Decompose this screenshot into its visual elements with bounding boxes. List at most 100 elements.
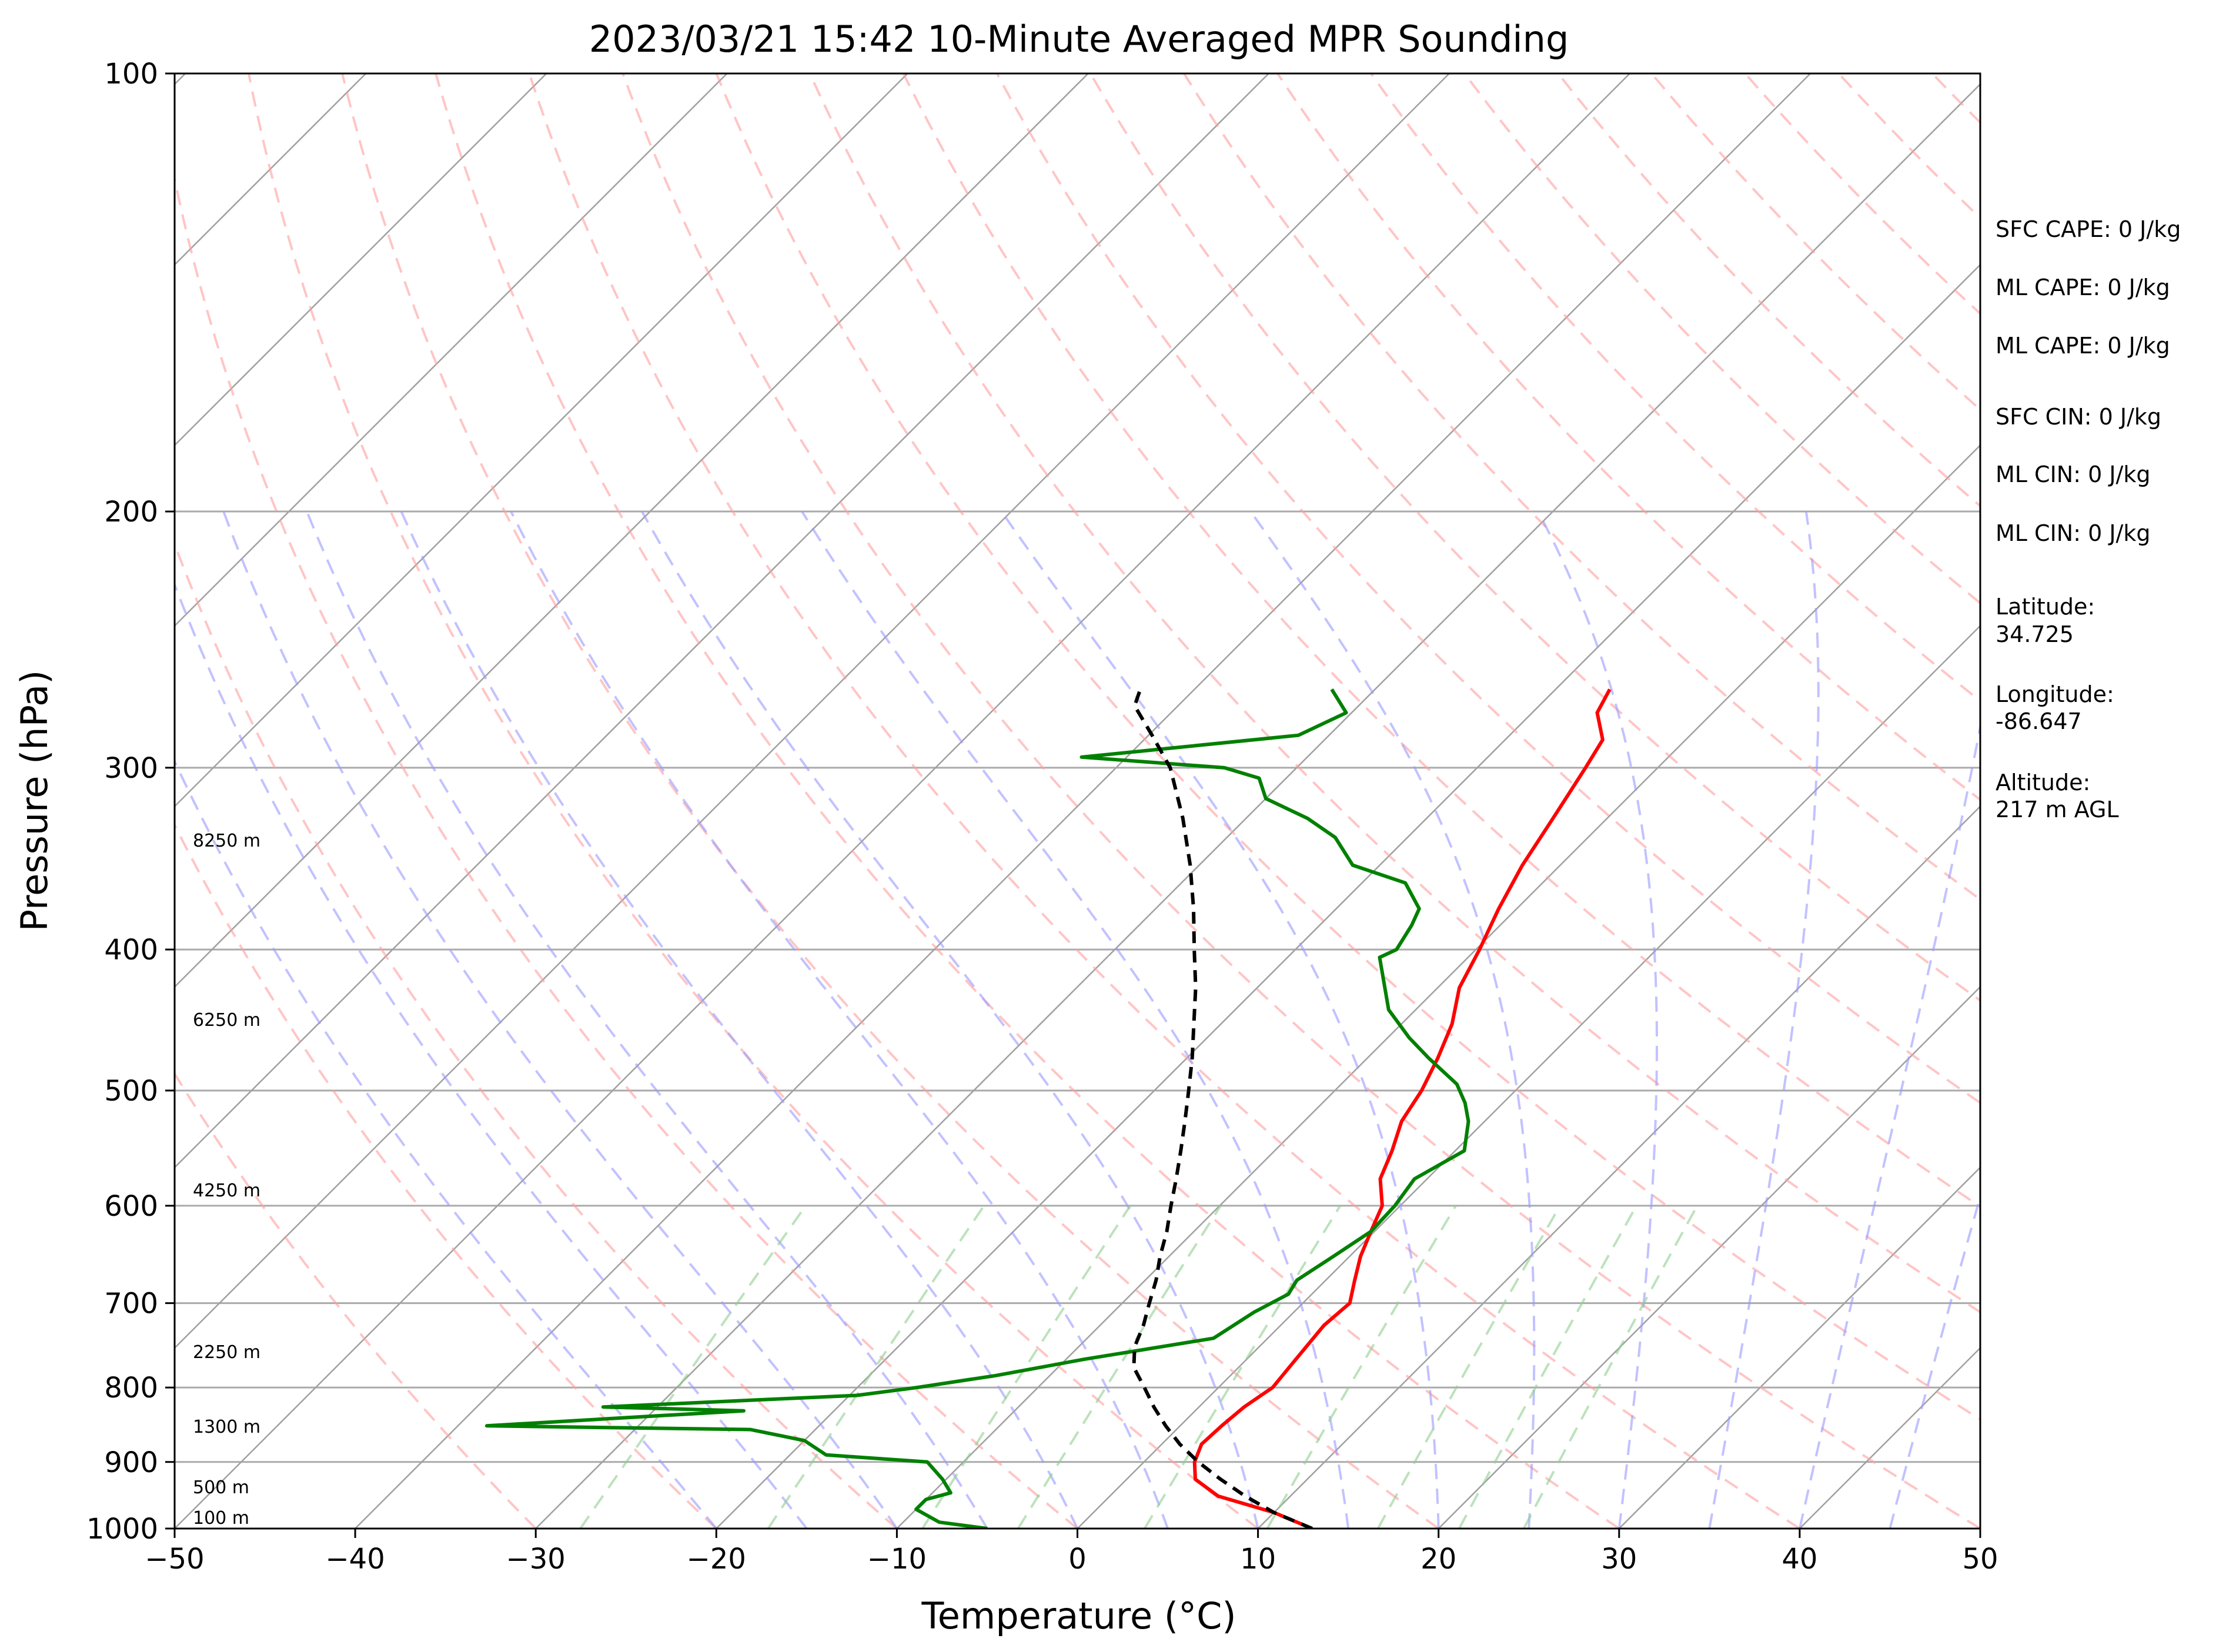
mixing-ratio-line	[1376, 1205, 1562, 1529]
dry-adiabat	[175, 822, 717, 1529]
x-axis-ticks: −50 −40 −30 −20 −10 0 10 20 30 40 50	[145, 1529, 1998, 1576]
mixing-ratio-line	[767, 1205, 985, 1529]
height-labels: 8250 m 6250 m 4250 m 2250 m 1300 m 500 m 100 m	[193, 831, 260, 1529]
info-annotation: SFC CAPE: 0 J/kg	[1996, 216, 2181, 242]
x-tick-label: 20	[1421, 1543, 1456, 1576]
height-label: 4250 m	[193, 1181, 260, 1201]
moist-adiabat	[306, 511, 988, 1529]
info-annotation: 217 m AGL	[1996, 797, 2119, 822]
height-label: 6250 m	[193, 1010, 260, 1031]
isotherm-line	[1257, 805, 1980, 1529]
y-tick-label: 800	[104, 1372, 158, 1404]
x-tick-label: −10	[867, 1543, 927, 1576]
isotherm-line	[175, 73, 1089, 988]
mixing-ratio-line	[1144, 1205, 1342, 1529]
dry-adiabat	[808, 73, 1980, 1314]
moist-adiabat	[1537, 511, 1658, 1529]
dry-adiabat	[1463, 73, 1980, 605]
mixing-ratio-line	[1458, 1205, 1638, 1529]
mixing-ratio-line	[579, 1205, 807, 1529]
dry-adiabat	[995, 73, 1980, 1105]
background-reference-lines	[175, 73, 1980, 1529]
info-annotation: ML CIN: 0 J/kg	[1996, 462, 2150, 487]
dry-adiabat	[248, 73, 1259, 1529]
moist-adiabat	[222, 511, 898, 1529]
mixing-ratio-line	[1017, 1205, 1222, 1529]
moist-adiabat	[641, 511, 1259, 1529]
dry-adiabat	[1089, 73, 1980, 1002]
isotherm-line	[1618, 1166, 1980, 1529]
height-label: 500 m	[193, 1477, 249, 1498]
height-label: 1300 m	[193, 1417, 260, 1437]
dry-adiabat	[621, 73, 1980, 1529]
parcel-profile	[1132, 688, 1313, 1529]
moist-adiabat	[1708, 511, 1820, 1529]
isotherm-line	[175, 73, 1269, 1169]
info-annotation: Altitude:	[1996, 770, 2090, 795]
isotherm-line	[175, 73, 728, 627]
y-tick-label: 700	[104, 1288, 158, 1320]
isotherm-line	[355, 73, 1811, 1529]
x-tick-label: 40	[1782, 1543, 1817, 1576]
sounding-parameters: SFC CAPE: 0 J/kg ML CAPE: 0 J/kg ML CAPE: …	[1996, 216, 2181, 822]
isotherm-line	[1438, 985, 1980, 1529]
x-tick-label: 50	[1962, 1543, 1998, 1576]
height-label: 100 m	[193, 1508, 249, 1529]
y-tick-label: 300	[104, 752, 158, 785]
moist-adiabat	[1798, 721, 1980, 1529]
mixing-ratio-line	[921, 1205, 1131, 1529]
info-annotation: SFC CIN: 0 J/kg	[1996, 404, 2161, 430]
dry-adiabat	[1650, 73, 1980, 412]
dry-adiabat	[715, 73, 1980, 1421]
isotherm-line	[175, 73, 1450, 1349]
moist-adiabat	[175, 581, 808, 1529]
dry-adiabat	[902, 73, 1980, 1208]
moist-adiabat	[1889, 1192, 1980, 1529]
x-tick-label: 30	[1601, 1543, 1637, 1576]
isotherm-line	[175, 73, 547, 447]
sounding-profiles	[484, 688, 1612, 1529]
isotherm-line	[175, 73, 908, 808]
dry-adiabat	[341, 73, 1439, 1529]
dry-adiabat	[175, 1071, 537, 1529]
isotherm-line	[535, 83, 1980, 1529]
isotherm-line	[716, 263, 1980, 1529]
y-axis-ticks: 100 200 300 400 500 600 700 800 900 1000	[86, 58, 175, 1546]
dry-adiabat	[175, 173, 1078, 1529]
x-tick-label: −50	[145, 1543, 204, 1576]
mixing-ratio-line	[1522, 1205, 1699, 1529]
y-tick-label: 900	[104, 1446, 158, 1479]
moist-adiabat	[801, 510, 1350, 1529]
isotherm-line	[896, 444, 1980, 1529]
y-tick-label: 1000	[86, 1513, 158, 1546]
info-annotation: 34.725	[1996, 621, 2074, 647]
moist-adiabat	[400, 511, 1079, 1529]
y-tick-label: 400	[104, 934, 158, 967]
dry-adiabat	[1183, 73, 1980, 901]
info-annotation: ML CAPE: 0 J/kg	[1996, 333, 2170, 359]
x-tick-label: −30	[506, 1543, 566, 1576]
moist-adiabat	[1000, 510, 1440, 1529]
x-tick-label: 10	[1240, 1543, 1276, 1576]
info-annotation: Latitude:	[1996, 594, 2095, 620]
height-label: 2250 m	[193, 1342, 260, 1363]
x-tick-label: −40	[325, 1543, 385, 1576]
info-annotation: ML CIN: 0 J/kg	[1996, 520, 2150, 546]
temperature-profile	[1192, 688, 1612, 1529]
info-annotation: Longitude:	[1996, 681, 2114, 707]
dry-adiabat	[175, 541, 898, 1529]
info-annotation: ML CAPE: 0 J/kg	[1996, 275, 2170, 300]
height-label: 8250 m	[193, 831, 260, 851]
y-tick-label: 600	[104, 1190, 158, 1223]
dry-adiabat	[1370, 73, 1980, 703]
dewpoint-profile	[484, 688, 1470, 1529]
dry-adiabat	[528, 73, 1800, 1529]
y-tick-label: 200	[104, 496, 158, 529]
x-tick-label: 0	[1068, 1543, 1087, 1576]
isotherm-line	[175, 73, 1630, 1529]
y-axis-title: Pressure (hPa)	[13, 670, 56, 932]
isotherm-line	[1077, 624, 1980, 1529]
y-tick-label: 100	[104, 58, 158, 91]
